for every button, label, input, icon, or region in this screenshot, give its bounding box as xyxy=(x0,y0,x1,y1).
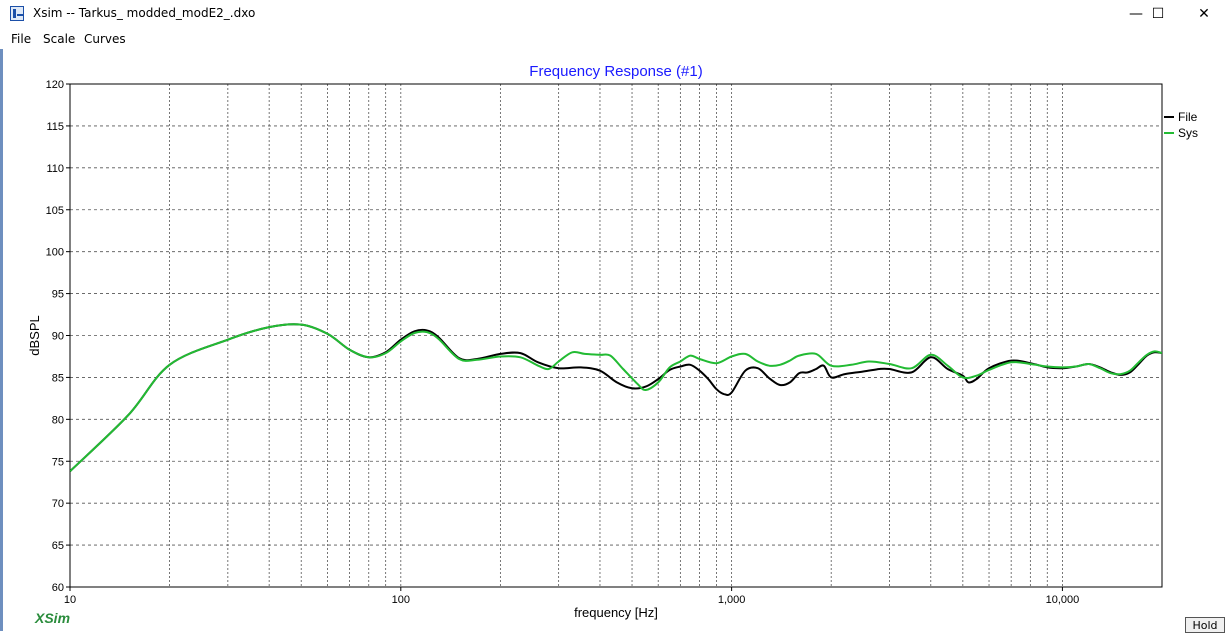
y-tick-label: 120 xyxy=(46,79,64,91)
maximize-button[interactable]: ☐ xyxy=(1151,6,1165,22)
window-left-border xyxy=(0,49,3,631)
y-tick-label: 100 xyxy=(46,247,64,259)
y-tick-label: 65 xyxy=(52,540,64,552)
x-tick-label: 100 xyxy=(392,594,410,606)
y-tick-label: 80 xyxy=(52,414,64,426)
y-tick-label: 115 xyxy=(46,121,64,133)
y-axis-label: dBSPL xyxy=(27,315,42,355)
menu-bar: File Scale Curves xyxy=(0,29,1227,48)
y-tick-label: 105 xyxy=(46,205,64,217)
y-tick-label: 85 xyxy=(52,372,64,384)
y-tick-label: 70 xyxy=(52,498,64,510)
legend-label-sys: Sys xyxy=(1178,126,1198,140)
x-tick-label: 10,000 xyxy=(1046,594,1080,606)
menu-file[interactable]: File xyxy=(11,32,32,46)
y-tick-label: 90 xyxy=(52,331,64,343)
x-tick-label: 10 xyxy=(64,594,76,606)
x-tick-label: 1,000 xyxy=(718,594,746,606)
menu-curves[interactable]: Curves xyxy=(84,32,126,46)
y-tick-label: 110 xyxy=(46,163,64,175)
y-tick-label: 60 xyxy=(52,582,64,594)
series-line-sys xyxy=(70,323,1162,473)
xsim-brand: XSim xyxy=(35,610,71,626)
minimize-button[interactable]: — xyxy=(1129,6,1143,22)
legend-label-file: File xyxy=(1178,110,1198,124)
title-bar: Xsim -- Tarkus_ modded_modE2_.dxo — ☐ ✕ xyxy=(0,0,1227,28)
window-title: Xsim -- Tarkus_ modded_modE2_.dxo xyxy=(33,6,256,20)
close-button[interactable]: ✕ xyxy=(1198,6,1210,22)
x-axis-label: frequency [Hz] xyxy=(574,605,658,620)
xsim-app-icon[interactable] xyxy=(10,6,24,21)
y-tick-label: 75 xyxy=(52,456,64,468)
menu-scale[interactable]: Scale xyxy=(43,32,76,46)
chart-title: Frequency Response (#1) xyxy=(529,63,702,80)
y-tick-label: 95 xyxy=(52,289,64,301)
